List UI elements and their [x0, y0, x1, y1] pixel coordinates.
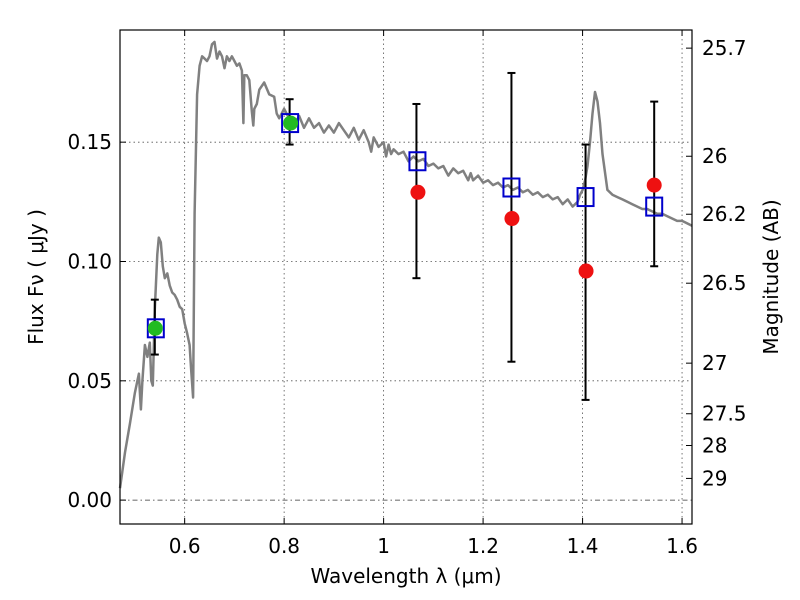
- measurement-point: [646, 177, 662, 193]
- measurement-point: [578, 263, 594, 279]
- y-tick-label: 0.15: [67, 130, 112, 154]
- model-photometry-square: [281, 113, 300, 134]
- magnitude-axis-ticks: 25.7 26 26.2 26.5 27 27.5 28 29: [686, 36, 747, 490]
- x-tick-label: 0.8: [268, 534, 300, 558]
- y-tick-label: 0.00: [67, 488, 112, 512]
- model-spectrum-line: [118, 40, 693, 489]
- x-tick-label: 0.6: [169, 534, 201, 558]
- magnitude-tick-label: 28: [702, 433, 727, 457]
- magnitude-tick-label: 27.5: [702, 402, 747, 426]
- spectrum-series: [118, 40, 693, 489]
- magnitude-axis-label: Magnitude (AB): [759, 199, 783, 354]
- x-tick-label: 1.6: [666, 534, 698, 558]
- detection-point: [147, 320, 163, 336]
- x-axis-ticks: 0.6 0.8 1 1.2 1.4 1.6: [169, 30, 698, 558]
- x-tick-label: 1.4: [567, 534, 599, 558]
- model-photometry-square: [408, 151, 427, 172]
- magnitude-tick-label: 27: [702, 351, 727, 375]
- magnitude-tick-label: 25.7: [702, 36, 747, 60]
- model-photometry-square: [146, 318, 165, 339]
- y-axis-ticks: 0.00 0.05 0.10 0.15: [67, 130, 126, 512]
- magnitude-tick-label: 26.2: [702, 202, 747, 226]
- magnitude-tick-label: 29: [702, 466, 727, 490]
- x-axis-label: Wavelength λ (μm): [310, 564, 501, 588]
- model-photometry-square: [502, 177, 521, 198]
- grid: [120, 30, 692, 524]
- magnitude-tick-label: 26.5: [702, 271, 747, 295]
- x-tick-label: 1.2: [467, 534, 499, 558]
- measurement-point: [504, 211, 520, 227]
- plot-area: [120, 30, 692, 524]
- model-photometry-square: [576, 187, 595, 208]
- marker-series: [146, 113, 664, 339]
- x-tick-label: 1: [377, 534, 390, 558]
- y-axis-label: Flux Fν ( μJy ): [24, 209, 48, 345]
- y-tick-label: 0.05: [67, 369, 112, 393]
- plot-frame: [119, 29, 693, 525]
- magnitude-tick-label: 26: [702, 144, 727, 168]
- detection-point: [283, 115, 299, 131]
- y-tick-label: 0.10: [67, 249, 112, 273]
- measurement-point: [410, 184, 426, 200]
- model-photometry-square: [645, 196, 664, 217]
